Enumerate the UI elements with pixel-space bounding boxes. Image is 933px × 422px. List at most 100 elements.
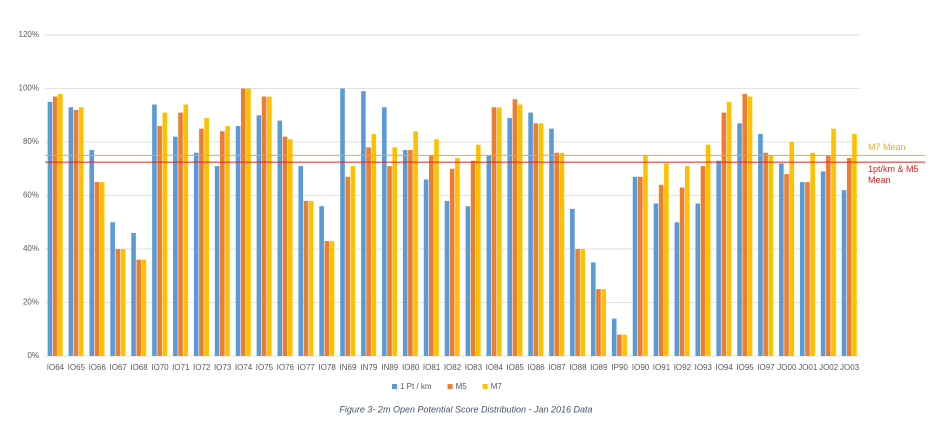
x-tick-label: IO84 bbox=[486, 363, 504, 372]
bar bbox=[444, 200, 450, 356]
bar bbox=[89, 150, 95, 356]
bar bbox=[141, 259, 147, 356]
bar bbox=[193, 152, 199, 356]
x-tick-label: IO78 bbox=[318, 363, 336, 372]
bar bbox=[580, 249, 586, 356]
x-tick-label: IO83 bbox=[465, 363, 483, 372]
bar bbox=[382, 107, 387, 356]
bar bbox=[366, 147, 371, 356]
bar bbox=[235, 125, 241, 356]
x-tick-label: IO88 bbox=[569, 363, 587, 372]
bar bbox=[496, 107, 502, 356]
x-tick-label: IN69 bbox=[340, 363, 357, 372]
x-tick-label: IO81 bbox=[423, 363, 441, 372]
reference-label: 1pt/km & M5 Mean bbox=[868, 164, 919, 186]
x-tick-label: IO66 bbox=[89, 363, 107, 372]
bar bbox=[110, 222, 115, 356]
x-tick-label: IO72 bbox=[193, 363, 211, 372]
bar bbox=[162, 112, 168, 356]
bar bbox=[475, 144, 481, 356]
x-tick-label: IO89 bbox=[590, 363, 608, 372]
bar bbox=[408, 150, 413, 356]
bar bbox=[747, 96, 753, 357]
bar bbox=[559, 152, 565, 356]
bar bbox=[423, 179, 429, 356]
x-tick-label: JO01 bbox=[798, 363, 818, 372]
bar bbox=[779, 163, 784, 356]
bar bbox=[637, 176, 643, 356]
bar bbox=[617, 334, 622, 356]
y-tick-label: 80% bbox=[23, 137, 39, 146]
legend-swatch bbox=[392, 384, 397, 389]
bar bbox=[491, 107, 497, 356]
bar bbox=[199, 128, 204, 356]
x-tick-label: IO97 bbox=[757, 363, 775, 372]
x-tick-label: IO85 bbox=[507, 363, 525, 372]
y-tick-label: 120% bbox=[19, 30, 39, 39]
legend-label: 1 Pt / km bbox=[400, 382, 432, 391]
bar bbox=[308, 200, 314, 356]
x-tick-label: IO87 bbox=[548, 363, 566, 372]
bar bbox=[768, 155, 774, 356]
x-tick-label: IO86 bbox=[527, 363, 545, 372]
bar bbox=[507, 117, 512, 356]
x-tick-label: JO03 bbox=[840, 363, 860, 372]
bar bbox=[465, 206, 471, 356]
x-tick-label: IO94 bbox=[715, 363, 733, 372]
bar bbox=[643, 155, 648, 356]
bar bbox=[554, 152, 559, 356]
x-tick-label: IO95 bbox=[736, 363, 754, 372]
bar bbox=[632, 176, 638, 356]
bar bbox=[173, 136, 178, 356]
bar bbox=[512, 99, 518, 356]
bar bbox=[455, 158, 460, 356]
x-tick-label: IO90 bbox=[632, 363, 650, 372]
legend-swatch bbox=[482, 384, 488, 389]
bar bbox=[517, 104, 523, 356]
bar bbox=[267, 96, 272, 357]
bar bbox=[784, 174, 789, 356]
reference-label: M7 Mean bbox=[868, 142, 906, 153]
bar bbox=[413, 131, 418, 356]
bar bbox=[52, 96, 58, 357]
bar bbox=[831, 128, 836, 356]
bar bbox=[763, 152, 768, 356]
bar bbox=[387, 166, 392, 356]
bar bbox=[841, 190, 847, 356]
bar bbox=[575, 249, 580, 356]
bar bbox=[282, 136, 288, 356]
bar bbox=[214, 166, 220, 356]
bar bbox=[47, 101, 53, 356]
bar bbox=[178, 112, 183, 356]
bar bbox=[846, 158, 852, 356]
x-tick-label: IO73 bbox=[214, 363, 232, 372]
bar bbox=[361, 91, 366, 357]
x-tick-label: IO80 bbox=[402, 363, 420, 372]
legend-label: M7 bbox=[491, 382, 503, 391]
reference-label-box: M7 Mean bbox=[868, 142, 906, 153]
bar bbox=[350, 166, 356, 356]
bar bbox=[220, 131, 225, 356]
x-tick-label: IO68 bbox=[130, 363, 148, 372]
caption: Figure 3- 2m Open Potential Score Distri… bbox=[339, 404, 592, 414]
bar bbox=[486, 155, 492, 356]
x-tick-label: IO67 bbox=[109, 363, 127, 372]
x-tick-label: IO74 bbox=[235, 363, 253, 372]
bar bbox=[721, 112, 727, 356]
y-tick-label: 100% bbox=[19, 84, 39, 93]
x-tick-label: IO70 bbox=[151, 363, 169, 372]
bar bbox=[240, 88, 246, 356]
bar bbox=[73, 109, 79, 357]
bar bbox=[449, 168, 455, 356]
bar bbox=[434, 139, 439, 356]
legend-swatch bbox=[447, 384, 453, 389]
bar bbox=[758, 133, 763, 356]
bar bbox=[392, 147, 398, 356]
bar bbox=[705, 144, 711, 356]
bar bbox=[319, 206, 324, 356]
bar bbox=[277, 120, 283, 356]
bar bbox=[622, 334, 627, 356]
bar bbox=[820, 171, 826, 356]
bar bbox=[716, 160, 721, 356]
bar bbox=[596, 289, 601, 356]
